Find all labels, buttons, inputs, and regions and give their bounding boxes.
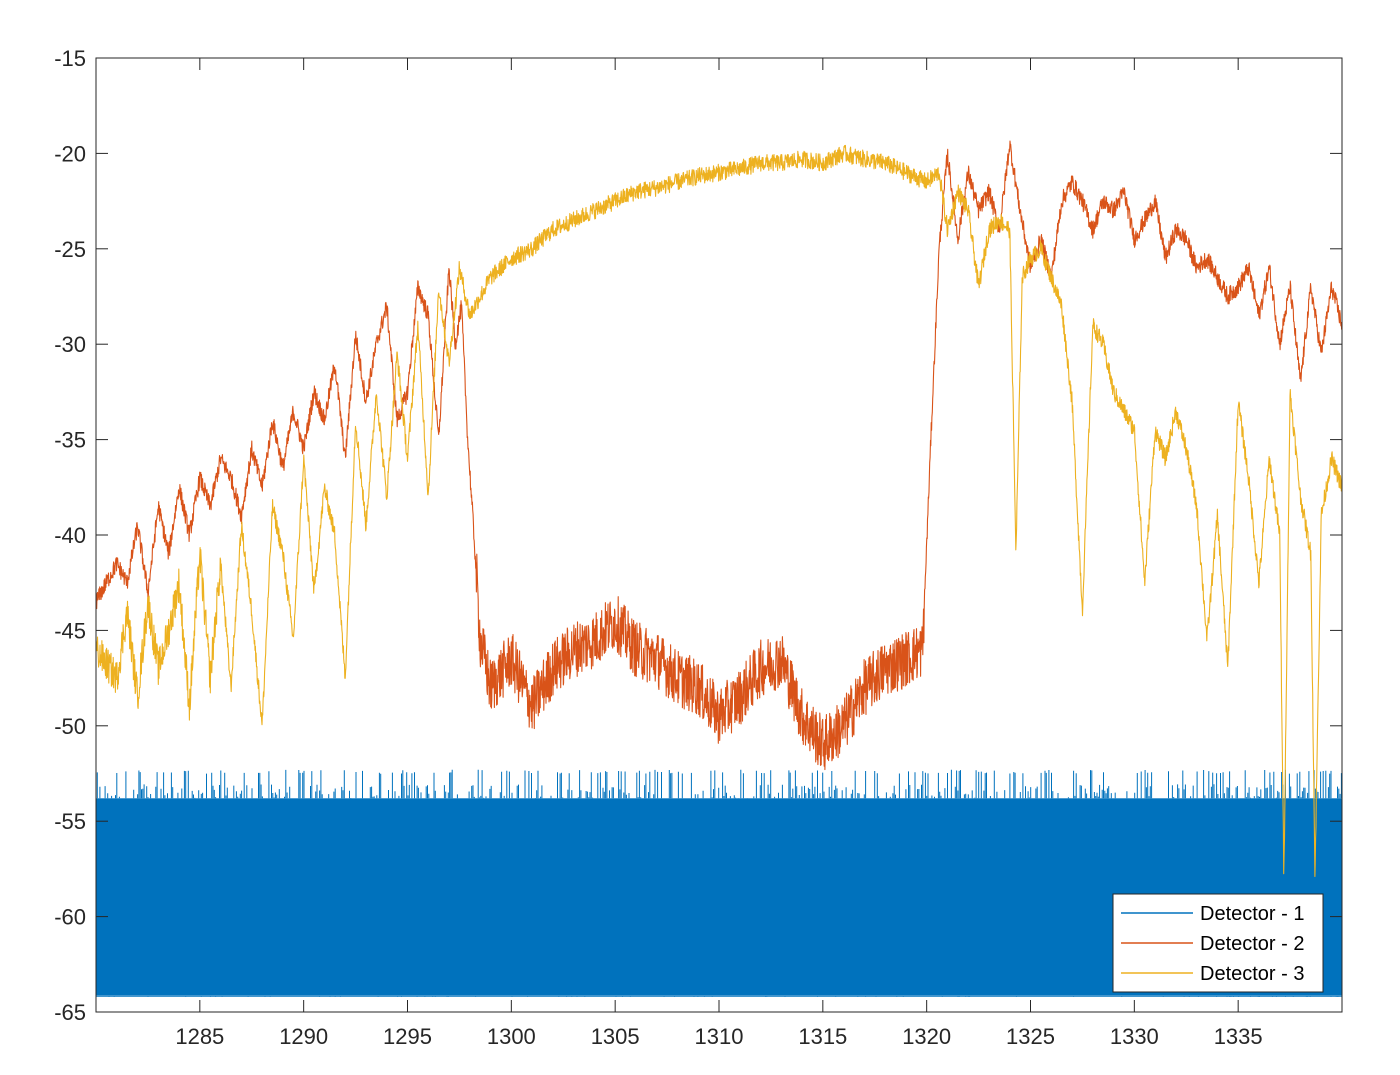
series-2-line	[96, 140, 1342, 771]
axes	[95, 57, 1343, 1013]
x-tick-label: 1315	[798, 1024, 847, 1049]
x-tick-label: 1325	[1006, 1024, 1055, 1049]
y-tick-label: -65	[54, 1000, 86, 1025]
x-tick-label: 1300	[487, 1024, 536, 1049]
legend: Detector - 1 Detector - 2 Detector - 3	[1112, 893, 1324, 993]
tick-labels: 1285 1290 1295 1300 1305 1310 1315 1320 1325 1330…	[54, 46, 1262, 1049]
x-tick-label: 1330	[1110, 1024, 1159, 1049]
y-tick-label: -45	[54, 618, 86, 643]
legend-entry: Detector - 3	[1200, 963, 1304, 985]
y-tick-label: -35	[54, 428, 86, 453]
legend-entry: Detector - 2	[1200, 933, 1304, 955]
series-1-spikes	[96, 769, 1342, 997]
x-tick-label: 1335	[1214, 1024, 1263, 1049]
y-tick-label: -50	[54, 714, 86, 739]
x-tick-label: 1310	[695, 1024, 744, 1049]
x-tick-label: 1320	[902, 1024, 951, 1049]
series-3	[96, 144, 1342, 878]
series-3-line	[96, 144, 1342, 878]
y-tick-label: -20	[54, 141, 86, 166]
y-tick-label: -30	[54, 332, 86, 357]
legend-entry: Detector - 1	[1200, 903, 1304, 925]
y-tick-label: -40	[54, 523, 86, 548]
y-tick-label: -25	[54, 237, 86, 262]
x-tick-label: 1305	[591, 1024, 640, 1049]
y-tick-label: -15	[54, 46, 86, 71]
x-tick-label: 1285	[175, 1024, 224, 1049]
y-tick-label: -60	[54, 905, 86, 930]
series-2	[96, 140, 1342, 771]
y-tick-label: -55	[54, 809, 86, 834]
x-tick-label: 1290	[279, 1024, 328, 1049]
x-tick-label: 1295	[383, 1024, 432, 1049]
